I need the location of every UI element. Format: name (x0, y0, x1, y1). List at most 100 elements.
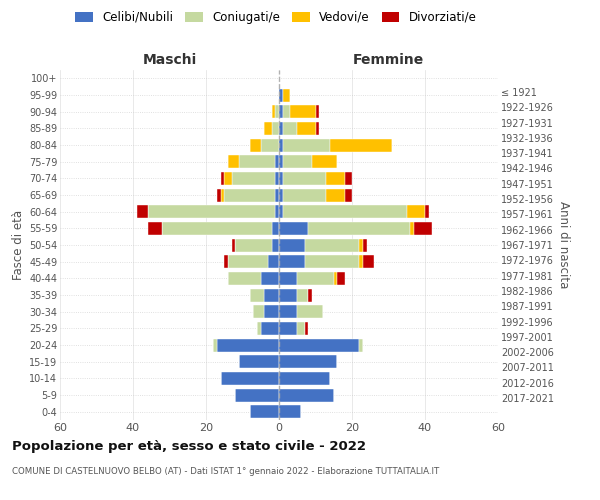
Bar (162, 222, 272, 235)
Bar (235, 238, 272, 252)
Bar (297, 288, 308, 302)
Bar (228, 155, 239, 168)
Bar (250, 405, 279, 418)
Bar (297, 322, 305, 335)
Bar (297, 122, 316, 135)
Bar (279, 355, 337, 368)
Bar (224, 255, 228, 268)
Bar (359, 255, 363, 268)
Bar (232, 238, 235, 252)
Text: Popolazione per età, sesso e stato civile - 2022: Popolazione per età, sesso e stato civil… (12, 440, 366, 453)
Bar (253, 305, 265, 318)
Bar (279, 188, 283, 202)
Bar (279, 138, 283, 151)
Bar (275, 105, 279, 118)
Bar (279, 172, 283, 185)
Y-axis label: Fasce di età: Fasce di età (11, 210, 25, 280)
Bar (279, 255, 305, 268)
Bar (235, 388, 279, 402)
Bar (261, 322, 279, 335)
Bar (279, 205, 283, 218)
Bar (312, 155, 337, 168)
Bar (283, 155, 312, 168)
Bar (283, 172, 326, 185)
Bar (305, 255, 359, 268)
Bar (228, 255, 268, 268)
Bar (275, 172, 279, 185)
Bar (224, 172, 232, 185)
Bar (279, 105, 283, 118)
Bar (217, 338, 279, 351)
Bar (279, 88, 283, 102)
Bar (232, 172, 275, 185)
Bar (137, 205, 148, 218)
Bar (305, 322, 308, 335)
Bar (279, 272, 297, 285)
Bar (221, 372, 279, 385)
Bar (308, 222, 410, 235)
Bar (275, 155, 279, 168)
Bar (414, 222, 432, 235)
Bar (344, 188, 352, 202)
Bar (268, 255, 279, 268)
Bar (279, 322, 297, 335)
Bar (290, 105, 316, 118)
Bar (283, 88, 290, 102)
Legend: Celibi/Nubili, Coniugati/e, Vedovi/e, Divorziati/e: Celibi/Nubili, Coniugati/e, Vedovi/e, Di… (75, 11, 477, 24)
Bar (297, 305, 323, 318)
Bar (272, 122, 279, 135)
Bar (279, 122, 283, 135)
Bar (305, 238, 359, 252)
Bar (363, 255, 374, 268)
Bar (283, 188, 326, 202)
Bar (407, 205, 425, 218)
Bar (148, 205, 275, 218)
Bar (275, 188, 279, 202)
Bar (359, 238, 363, 252)
Bar (410, 222, 414, 235)
Bar (359, 338, 363, 351)
Bar (257, 322, 261, 335)
Bar (279, 372, 330, 385)
Bar (279, 288, 297, 302)
Bar (279, 405, 301, 418)
Bar (283, 122, 297, 135)
Bar (228, 272, 261, 285)
Bar (250, 288, 265, 302)
Bar (330, 138, 392, 151)
Bar (326, 172, 344, 185)
Bar (279, 305, 297, 318)
Bar (279, 338, 359, 351)
Bar (275, 205, 279, 218)
Bar (224, 188, 275, 202)
Bar (297, 272, 334, 285)
Text: COMUNE DI CASTELNUOVO BELBO (AT) - Dati ISTAT 1° gennaio 2022 - Elaborazione TUT: COMUNE DI CASTELNUOVO BELBO (AT) - Dati … (12, 468, 439, 476)
Bar (272, 105, 275, 118)
Bar (250, 138, 261, 151)
Text: Maschi: Maschi (142, 52, 197, 66)
Bar (217, 188, 221, 202)
Bar (308, 288, 312, 302)
Bar (265, 288, 279, 302)
Bar (279, 155, 283, 168)
Bar (316, 105, 319, 118)
Text: Femmine: Femmine (353, 52, 424, 66)
Bar (279, 222, 308, 235)
Bar (279, 388, 334, 402)
Bar (265, 305, 279, 318)
Bar (283, 205, 407, 218)
Bar (272, 238, 279, 252)
Bar (148, 222, 162, 235)
Bar (239, 155, 275, 168)
Y-axis label: Anni di nascita: Anni di nascita (557, 202, 571, 288)
Bar (265, 122, 272, 135)
Bar (261, 272, 279, 285)
Bar (261, 138, 279, 151)
Bar (239, 355, 279, 368)
Bar (272, 222, 279, 235)
Bar (316, 122, 319, 135)
Bar (344, 172, 352, 185)
Bar (283, 138, 330, 151)
Bar (334, 272, 337, 285)
Bar (326, 188, 344, 202)
